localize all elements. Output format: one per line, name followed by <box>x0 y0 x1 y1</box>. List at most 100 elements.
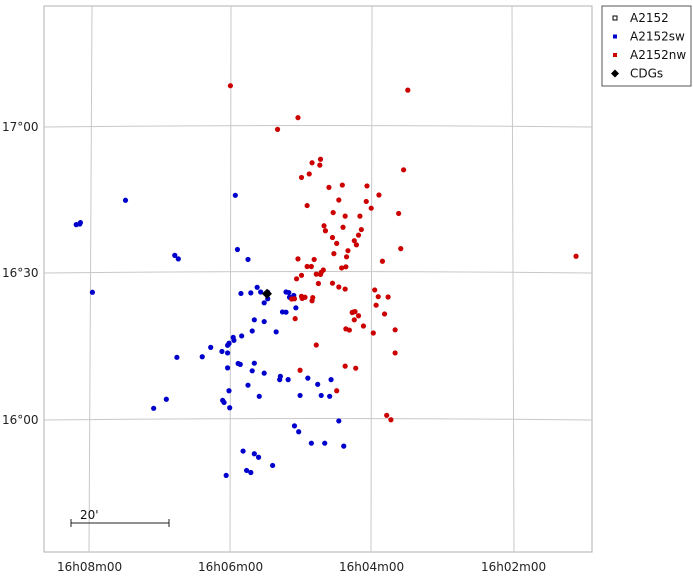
point-a2152sw <box>251 360 257 366</box>
point-a2152sw <box>238 290 244 297</box>
x-tick-label: 16h02m00 <box>481 560 546 574</box>
point-a2152nw <box>392 327 398 333</box>
point-a2152nw <box>318 269 324 275</box>
point-a2152sw <box>245 382 251 388</box>
point-a2152nw <box>573 253 579 259</box>
point-a2152sw <box>224 342 231 348</box>
point-a2152sw <box>291 423 298 429</box>
grid-line-ra-1604 <box>370 5 373 553</box>
point-a2152nw <box>346 327 352 333</box>
point-a2152sw <box>336 418 342 424</box>
point-a2152nw <box>400 167 407 173</box>
point-a2152sw <box>251 317 257 323</box>
grid-line-dec-1630 <box>43 271 593 274</box>
point-a2152nw <box>355 313 362 319</box>
point-a2152sw <box>175 256 181 262</box>
point-a2152nw <box>342 286 348 292</box>
point-a2152nw <box>368 205 374 211</box>
point-a2152nw <box>321 223 327 229</box>
point-a2152sw <box>315 381 321 387</box>
point-a2152nw <box>353 365 359 371</box>
coordinate-grid <box>43 5 593 553</box>
point-a2152nw <box>342 213 348 219</box>
point-a2152sw <box>256 393 262 399</box>
grid-line-dec-1700 <box>43 125 593 128</box>
point-a2152nw <box>376 192 382 198</box>
legend-marker-cdgs <box>611 69 619 78</box>
point-a2152nw <box>373 302 379 308</box>
grid-line-dec-1600 <box>43 418 593 421</box>
grid-line-ra-1606 <box>229 5 232 553</box>
point-a2152nw <box>375 294 381 300</box>
point-a2152sw <box>232 192 238 198</box>
point-a2152sw <box>172 252 178 258</box>
point-a2152sw <box>163 396 169 402</box>
point-a2152nw <box>308 263 314 270</box>
point-a2152nw <box>345 248 351 254</box>
point-a2152nw <box>392 350 398 356</box>
point-a2152sw <box>322 440 328 446</box>
point-a2152nw <box>340 224 346 230</box>
point-a2152nw <box>329 280 336 286</box>
point-a2152sw <box>234 246 241 253</box>
point-a2152sw <box>328 377 334 383</box>
point-a2152nw <box>317 162 323 168</box>
point-a2152nw <box>326 184 332 190</box>
point-a2152nw <box>388 417 394 423</box>
point-cdgs <box>262 288 273 299</box>
y-tick-labels: 17°00 16°30 16°00 <box>2 120 39 427</box>
point-a2152nw <box>336 284 342 290</box>
point-a2152sw <box>237 361 243 367</box>
data-points <box>73 83 579 479</box>
point-a2152sw <box>255 454 262 460</box>
scale-bar: 20' <box>70 508 170 527</box>
point-a2152nw <box>334 240 340 246</box>
point-a2152nw <box>293 276 300 282</box>
x-tick-label: 16h04m00 <box>339 560 404 574</box>
point-a2152sw <box>226 388 232 394</box>
x-tick-label: 16h08m00 <box>57 560 122 574</box>
point-a2152sw <box>249 368 255 374</box>
point-a2152nw <box>370 330 376 336</box>
legend-marker-a2152sw <box>613 34 617 39</box>
point-a2152sw <box>261 370 267 376</box>
point-a2152nw <box>334 388 340 394</box>
y-tick-label: 16°30 <box>2 266 39 280</box>
legend: A2152 A2152sw A2152nw CDGs <box>601 5 692 87</box>
point-a2152nw <box>342 363 348 369</box>
point-a2152nw <box>274 126 281 132</box>
point-a2152sw <box>261 318 267 325</box>
x-tick-labels: 16h08m00 16h06m00 16h04m00 16h02m00 <box>57 560 546 574</box>
point-a2152sw <box>296 429 302 435</box>
point-a2152nw <box>364 183 370 189</box>
point-a2152nw <box>343 264 349 270</box>
point-a2152nw <box>351 317 357 323</box>
point-a2152sw <box>297 392 303 399</box>
legend-label: CDGs <box>630 67 663 81</box>
point-a2152nw <box>330 209 336 216</box>
scale-bar-label: 20' <box>80 508 99 522</box>
point-a2152nw <box>306 171 312 177</box>
point-a2152nw <box>339 265 345 271</box>
point-a2152nw <box>372 287 378 293</box>
point-a2152nw <box>315 280 321 287</box>
point-a2152sw <box>219 348 225 355</box>
point-a2152nw <box>313 271 319 277</box>
legend-marker-a2152 <box>612 15 618 21</box>
point-a2152sw <box>243 467 250 474</box>
point-a2152nw <box>322 228 329 234</box>
point-a2152sw <box>227 405 233 411</box>
legend-label: A2152sw <box>630 30 685 44</box>
y-tick-label: 17°00 <box>2 120 39 134</box>
point-a2152sw <box>77 221 83 227</box>
point-a2152nw <box>360 323 367 329</box>
point-a2152nw <box>379 258 386 264</box>
point-a2152nw <box>295 115 301 121</box>
point-a2152nw <box>381 311 388 317</box>
point-a2152sw <box>245 256 251 263</box>
grid-line-ra-1602 <box>511 5 515 553</box>
point-a2152nw <box>331 251 337 257</box>
point-a2152sw <box>261 300 267 306</box>
y-tick-label: 16°00 <box>2 413 39 427</box>
point-a2152sw <box>286 289 292 296</box>
